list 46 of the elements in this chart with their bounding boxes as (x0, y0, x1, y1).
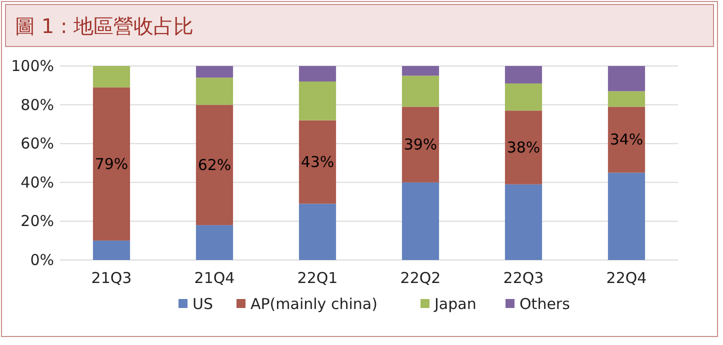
x-tick-label: 22Q1 (297, 269, 338, 287)
x-tick-label: 21Q3 (91, 269, 132, 287)
y-tick-label: 20% (20, 212, 54, 230)
bar (298, 204, 336, 260)
bar (504, 66, 542, 84)
data-label: 34% (610, 130, 644, 149)
bar (196, 78, 234, 105)
legend-label: AP(mainly china) (250, 295, 378, 313)
data-label: 39% (404, 136, 438, 154)
bar (92, 240, 130, 260)
bar (196, 104, 234, 226)
bar (402, 106, 440, 182)
y-tick-label: 60% (20, 134, 54, 153)
bar (298, 66, 336, 82)
bar (608, 91, 646, 107)
bar (196, 66, 234, 78)
bar (196, 225, 234, 260)
bar (402, 66, 440, 76)
legend-label: Others (520, 295, 570, 313)
bar (402, 76, 440, 107)
bar (608, 106, 646, 173)
x-tick-label: 22Q4 (606, 269, 647, 287)
y-tick-label: 80% (20, 96, 54, 114)
y-tick-label: 0% (30, 251, 54, 269)
bar (92, 87, 130, 241)
bar (402, 182, 440, 260)
legend-label: Japan (434, 295, 476, 313)
bar (298, 120, 336, 204)
y-tick-label: 40% (20, 173, 54, 192)
bar (92, 66, 130, 88)
x-tick-label: 22Q2 (400, 269, 441, 287)
bar (608, 66, 646, 92)
x-tick-label: 22Q3 (503, 269, 544, 287)
legend-label: US (192, 295, 214, 313)
bar (298, 82, 336, 120)
data-label: 62% (198, 156, 232, 174)
chart-title: 圖 1 : 地區營收占比 (15, 14, 194, 38)
data-label: 38% (506, 138, 540, 156)
bar (504, 184, 542, 260)
y-tick-label: 100% (11, 57, 54, 75)
bar (504, 110, 542, 184)
data-label: 79% (94, 154, 128, 173)
x-tick-label: 21Q4 (194, 269, 235, 287)
data-label: 43% (300, 153, 334, 172)
bar (504, 83, 542, 111)
bar (608, 172, 646, 260)
